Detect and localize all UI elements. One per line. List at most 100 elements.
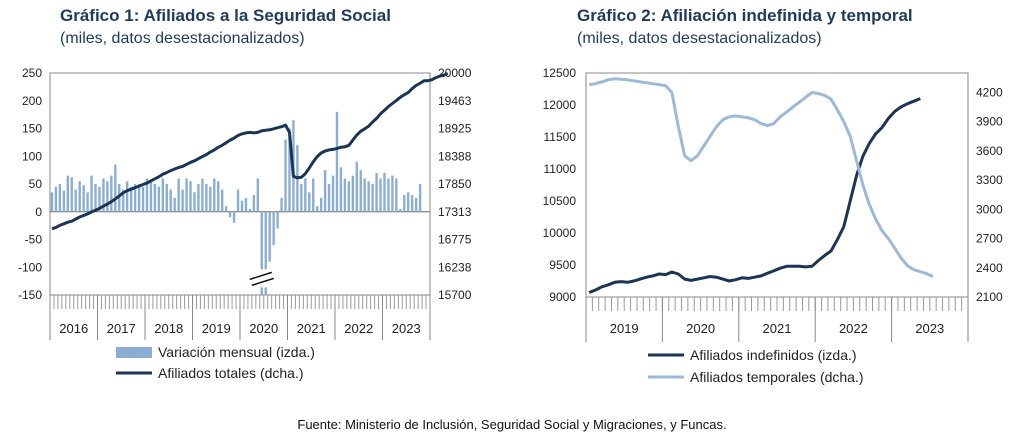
left-tick-label: -50 xyxy=(25,233,43,247)
right-tick-label: 3600 xyxy=(976,144,1003,158)
bar xyxy=(319,197,323,212)
right-tick-label: 2400 xyxy=(976,261,1003,275)
bar xyxy=(252,195,256,212)
bar xyxy=(54,186,58,212)
left-tick-label: 200 xyxy=(22,94,42,108)
bar xyxy=(418,184,422,212)
left-tick-label: 12000 xyxy=(543,98,577,112)
bar xyxy=(280,197,283,212)
left-tick-label: 10500 xyxy=(543,194,577,208)
year-label: 2018 xyxy=(154,321,183,336)
left-tick-label: 11500 xyxy=(544,130,577,144)
bar xyxy=(264,211,267,295)
legend-bar-swatch xyxy=(116,347,152,358)
year-label: 2019 xyxy=(610,321,639,336)
bar xyxy=(331,175,335,212)
bar xyxy=(414,197,418,212)
year-label: 2021 xyxy=(297,321,326,336)
chart1-title: Gráfico 1: Afiliados a la Seguridad Soci… xyxy=(60,6,391,25)
left-tick-label: -100 xyxy=(18,260,42,274)
bar xyxy=(165,184,168,212)
year-label: 2022 xyxy=(839,321,868,336)
left-tick-label: 9000 xyxy=(549,290,576,304)
bar xyxy=(347,181,351,212)
right-tick-label: 15700 xyxy=(438,288,472,302)
bar xyxy=(335,111,339,212)
source-note: Fuente: Ministerio de Inclusión, Segurid… xyxy=(297,417,727,432)
bar xyxy=(276,211,279,229)
bar xyxy=(86,192,89,212)
chart1-plot: 250 200 150 100 50 0 -50 -100 -150 20000 19463 1892… xyxy=(18,66,472,381)
bar xyxy=(288,128,291,212)
bar xyxy=(308,192,311,212)
left-tick-label: 0 xyxy=(35,205,42,219)
bar xyxy=(66,175,69,212)
bar xyxy=(316,206,319,212)
bar xyxy=(173,197,176,212)
bar xyxy=(141,186,145,212)
year-label: 2023 xyxy=(915,321,944,336)
right-tick-label: 18388 xyxy=(438,149,472,163)
bar xyxy=(221,189,224,212)
bar xyxy=(98,186,101,212)
bar xyxy=(236,189,240,212)
bar xyxy=(228,211,232,218)
right-tick-label: 16775 xyxy=(438,233,472,247)
bar xyxy=(256,178,259,212)
left-tick-label: 9500 xyxy=(549,258,576,272)
bar xyxy=(110,175,113,212)
line-series xyxy=(51,72,449,231)
bar xyxy=(312,178,315,212)
left-tick-label: -150 xyxy=(18,288,42,302)
axis-break-mark xyxy=(251,277,274,287)
legend-label: Afiliados temporales (dcha.) xyxy=(690,369,864,385)
bar xyxy=(145,178,149,212)
bar xyxy=(137,184,141,212)
year-label: 2020 xyxy=(249,321,278,336)
bar xyxy=(343,178,347,212)
bar xyxy=(351,175,354,212)
right-tick-label: 19463 xyxy=(438,94,472,108)
bar xyxy=(205,184,208,212)
left-tick-label: 12500 xyxy=(543,66,577,80)
bar xyxy=(82,185,85,212)
legend-label: Variación mensual (izda.) xyxy=(158,344,315,360)
left-tick-label: 250 xyxy=(22,66,42,80)
axis-break-mark xyxy=(249,271,272,281)
bar xyxy=(213,178,216,212)
left-tick-label: 10000 xyxy=(543,226,577,240)
bar xyxy=(102,178,105,212)
bar xyxy=(371,184,374,212)
year-label: 2020 xyxy=(686,321,715,336)
right-tick-label: 3900 xyxy=(976,115,1003,129)
bar xyxy=(197,184,200,212)
bar xyxy=(78,181,81,212)
year-label: 2019 xyxy=(202,321,231,336)
bar xyxy=(367,181,370,212)
year-label: 2023 xyxy=(392,321,421,336)
right-tick-label: 17850 xyxy=(438,177,472,191)
bar xyxy=(189,181,192,212)
bar xyxy=(122,189,125,212)
left-tick-label: 100 xyxy=(22,149,42,163)
bar xyxy=(193,192,196,212)
left-tick-label: 50 xyxy=(29,177,43,191)
right-tick-label: 3300 xyxy=(976,173,1003,187)
year-label: 2022 xyxy=(344,321,373,336)
bar xyxy=(268,211,271,262)
bar xyxy=(201,178,204,212)
bar xyxy=(391,175,394,212)
bar xyxy=(153,184,157,212)
legend-label: Afiliados indefinidos (izda.) xyxy=(690,347,857,363)
bar xyxy=(224,206,228,212)
right-tick-label: 17313 xyxy=(438,205,472,219)
bar xyxy=(272,211,275,246)
plot-frame xyxy=(585,72,969,298)
right-tick-label: 16238 xyxy=(438,260,472,274)
bar xyxy=(50,192,54,212)
line-series xyxy=(588,77,934,278)
bar xyxy=(74,189,77,212)
bar xyxy=(94,184,97,212)
bar xyxy=(399,208,402,212)
bar-series xyxy=(50,111,422,295)
